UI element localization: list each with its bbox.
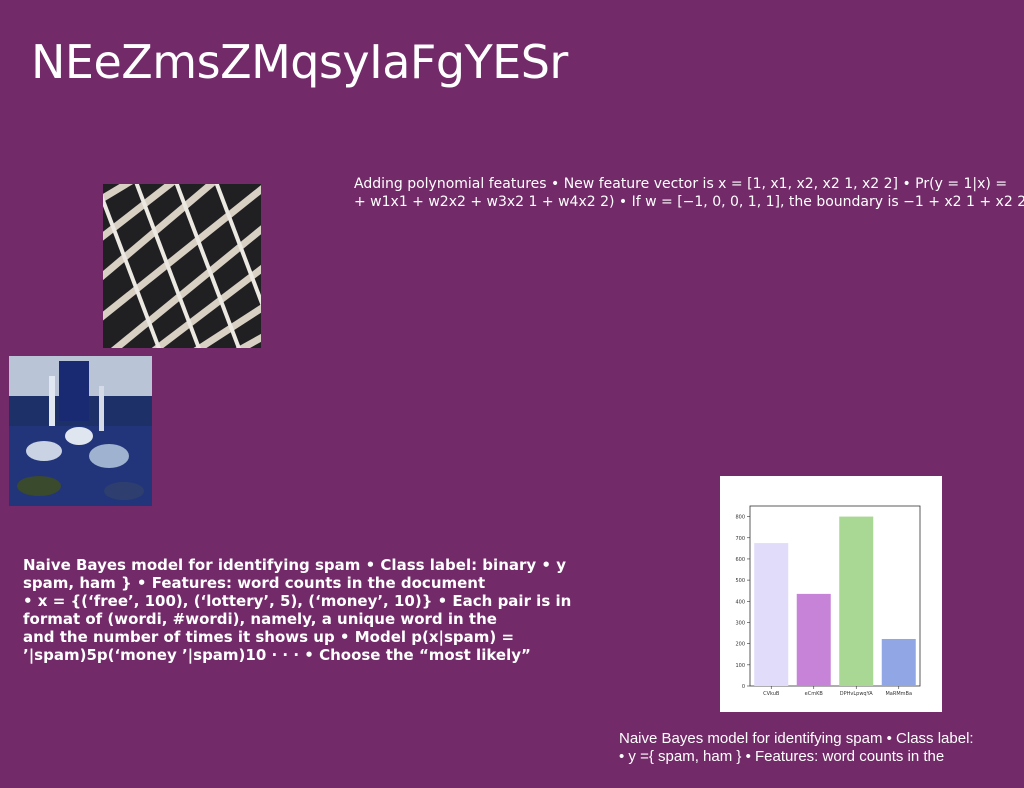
plot-frame [749, 505, 921, 687]
naive-bayes-text-line: and the number of times it shows up • Mo… [23, 628, 515, 646]
naive-bayes-text-line: Naive Bayes model for identifying spam •… [23, 556, 566, 574]
y-tick-label: 400 [735, 599, 745, 605]
y-tick-label: 500 [735, 578, 745, 584]
x-tick-label: DPHvLpwqYA [840, 691, 873, 697]
caption-text-line: Naive Bayes model for identifying spam •… [619, 730, 974, 747]
naive-bayes-caption-text: Naive Bayes model for identifying spam •… [619, 730, 1024, 766]
y-tick-label: 0 [742, 684, 745, 690]
x-tick-label: CVkuB [763, 691, 780, 697]
y-tick-label: 100 [735, 663, 745, 669]
y-tick-label: 700 [735, 536, 745, 542]
y-tick-label: 200 [735, 642, 745, 648]
naive-bayes-text-line: spam, ham } • Features: word counts in t… [23, 574, 486, 592]
caption-text-line: • y ={ spam, ham } • Features: word coun… [619, 748, 945, 765]
naive-bayes-text-line: format of (wordi, #wordi), namely, a uni… [23, 610, 497, 628]
x-tick-label: eCmKB [805, 691, 824, 697]
bar-chart-card: 0 100 200 300 400 500 600 700 800 CVkuB eCmKB DPHvL… [720, 476, 942, 712]
bar-ecmkb [796, 593, 831, 686]
bar-marmmba [881, 638, 916, 686]
slide-title: NEeZmsZMqsyIaFgYESr [31, 35, 568, 89]
naive-bayes-text-line: • x = {(‘free’, 100), (‘lottery’, 5), (‘… [23, 592, 572, 610]
y-tick-label: 300 [735, 620, 745, 626]
polynomial-text-line: + w1x1 + w2x2 + w3x2 1 + w4x2 2) • If w … [354, 194, 1024, 210]
table-setting-photo [9, 356, 152, 506]
bar-cvkub [754, 543, 789, 686]
polynomial-text-line: Adding polynomial features • New feature… [354, 176, 1008, 192]
y-tick-label: 600 [735, 557, 745, 563]
y-tick-label: 800 [735, 515, 745, 521]
x-tick-label: MaRMmBa [885, 691, 912, 697]
naive-bayes-text-line: ’|spam)5p(‘money ’|spam)10 · · · • Choos… [23, 646, 531, 664]
polynomial-features-text: Adding polynomial features • New feature… [354, 175, 1024, 211]
architecture-photo [103, 184, 261, 348]
bar-chart: 0 100 200 300 400 500 600 700 800 CVkuB eCmKB DPHvL… [735, 505, 921, 697]
bar-dphvlpwqya [839, 516, 874, 686]
naive-bayes-bold-text: Naive Bayes model for identifying spam •… [23, 556, 613, 664]
